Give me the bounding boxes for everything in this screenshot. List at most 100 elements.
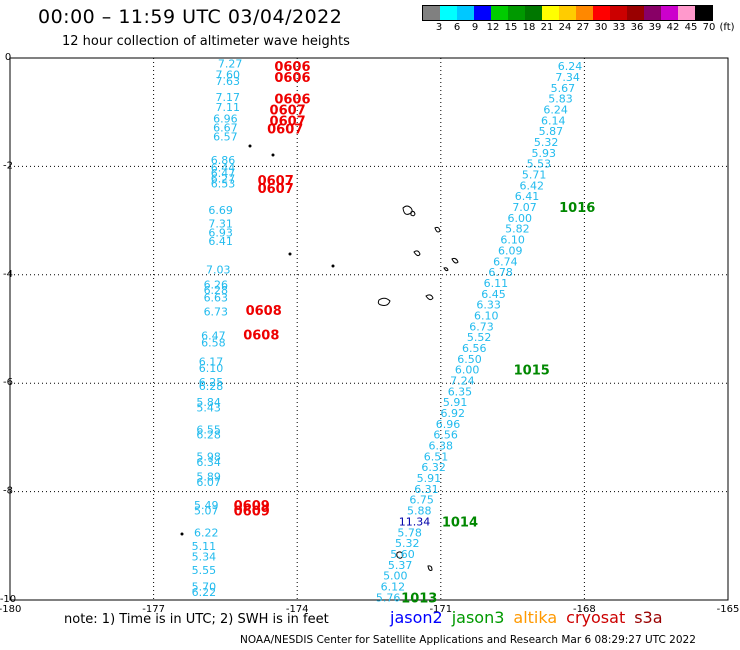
- wave-height-label: 5.88: [407, 505, 432, 518]
- pass-time-label: 1016: [559, 201, 595, 216]
- x-tick-label: -180: [0, 604, 21, 615]
- y-tick-label: -4: [3, 269, 13, 280]
- island-outline: [413, 250, 421, 257]
- wave-height-label: 5.98: [196, 450, 221, 463]
- legend-swatch: [610, 6, 627, 20]
- pass-time-label: 1013: [401, 591, 437, 606]
- wave-height-label: 7.27: [218, 57, 243, 70]
- legend-label: 18: [522, 22, 536, 33]
- wave-height-label: 5.52: [467, 331, 492, 344]
- wave-height-label: 6.42: [519, 179, 544, 192]
- wave-height-label: 5.82: [505, 223, 530, 236]
- legend-swatch: [559, 6, 576, 20]
- wave-height-label: 6.55: [196, 423, 221, 436]
- wave-height-label: 5.43: [196, 402, 221, 415]
- wave-height-label: 6.14: [541, 114, 566, 127]
- island-dot: [271, 153, 275, 157]
- wave-height-label: 6.00: [508, 212, 533, 225]
- wave-height-label: 6.63: [204, 292, 229, 305]
- legend-label: 24: [558, 22, 572, 33]
- wave-height-label: 6.33: [476, 299, 501, 312]
- pass-time-label: 0607: [258, 174, 294, 189]
- wave-height-label: 6.50: [457, 353, 482, 366]
- wave-height-label: 6.56: [433, 429, 458, 442]
- wave-height-label: 5.87: [539, 125, 564, 138]
- legend-swatch: [457, 6, 474, 20]
- wave-height-label: 6.24: [558, 60, 583, 73]
- wave-height-label: 5.34: [192, 551, 217, 564]
- wave-height-label: 6.22: [192, 586, 217, 599]
- wave-height-label: 6.22: [194, 526, 219, 539]
- y-tick-label: -2: [3, 160, 13, 171]
- y-tick-label: -10: [0, 594, 16, 605]
- wave-height-label: 7.60: [216, 68, 241, 81]
- wave-height-label: 7.34: [555, 71, 580, 84]
- y-tick-label: -6: [3, 377, 13, 388]
- wave-height-label: 6.38: [429, 440, 454, 453]
- pass-time-labels: 0606060606060607060706070607060706080608…: [234, 60, 596, 606]
- wave-height-label: 6.73: [204, 306, 229, 319]
- wave-height-label: 7.63: [216, 75, 241, 88]
- wave-height-label: 6.10: [500, 234, 525, 247]
- wave-height-label: 5.07: [194, 505, 219, 518]
- satellite-legend-item: s3a: [634, 608, 663, 627]
- wave-height-label: 6.12: [381, 580, 406, 593]
- wave-height-label: 6.28: [204, 284, 229, 297]
- legend-swatch: [678, 6, 695, 20]
- wave-height-label: 6.58: [201, 337, 226, 350]
- wave-height-label: 5.78: [397, 526, 422, 539]
- legend-label: 70: [702, 22, 716, 33]
- wave-height-color-legend: [422, 5, 713, 21]
- credit-line: NOAA/NESDIS Center for Satellite Applica…: [240, 634, 696, 646]
- legend-label: 15: [504, 22, 518, 33]
- legend-swatch: [627, 6, 644, 20]
- legend-label: 33: [612, 22, 626, 33]
- wave-height-label: 6.53: [211, 178, 236, 191]
- wave-height-label: 6.57: [213, 131, 238, 144]
- legend-label: 39: [648, 22, 662, 33]
- island-outline: [451, 257, 459, 264]
- wave-height-label: 6.74: [493, 255, 518, 268]
- wave-height-label: 6.45: [481, 288, 506, 301]
- island-outline: [410, 210, 416, 217]
- wave-height-label: 6.96: [436, 418, 461, 431]
- legend-swatch: [576, 6, 593, 20]
- wave-height-label: 6.47: [201, 330, 226, 343]
- legend-swatch: [695, 6, 712, 20]
- map-subtitle: 12 hour collection of altimeter wave hei…: [62, 34, 350, 49]
- wave-height-label: 6.86: [211, 154, 236, 167]
- pass-time-label: 1015: [514, 364, 550, 379]
- wave-height-label: 6.44: [211, 161, 236, 174]
- pass-time-label: 0607: [270, 103, 306, 118]
- legend-swatch: [440, 6, 457, 20]
- island-dot: [331, 264, 335, 268]
- plot-frame: [9, 57, 729, 601]
- island-outline: [396, 551, 404, 559]
- x-tick-label: -174: [286, 604, 309, 615]
- wave-height-label: 5.37: [388, 559, 413, 572]
- wave-height-label: 5.84: [196, 396, 221, 409]
- x-tick-label: -165: [717, 604, 740, 615]
- wave-height-label: 6.27: [211, 172, 236, 185]
- x-tick-label: -177: [142, 604, 165, 615]
- legend-swatch: [661, 6, 678, 20]
- island-dot: [248, 144, 252, 148]
- pass-time-label: 0606: [274, 93, 310, 108]
- legend-swatch: [508, 6, 525, 20]
- wave-height-label: 11.34: [399, 515, 431, 528]
- island-outlines: [180, 144, 459, 571]
- y-tick-label: -8: [3, 486, 13, 497]
- pass-time-label: 0607: [270, 114, 306, 129]
- pass-time-label: 1014: [442, 515, 478, 530]
- legend-label: 36: [630, 22, 644, 33]
- wave-height-label: 5.11: [192, 540, 217, 553]
- legend-swatch: [423, 6, 440, 20]
- legend-label: 27: [576, 22, 590, 33]
- wave-height-label: 6.56: [462, 342, 487, 355]
- wave-height-label: 6.41: [515, 190, 540, 203]
- legend-label: 42: [666, 22, 680, 33]
- legend-label: 30: [594, 22, 608, 33]
- wave-height-label: 6.10: [199, 362, 224, 375]
- wave-height-label: 7.07: [512, 201, 537, 214]
